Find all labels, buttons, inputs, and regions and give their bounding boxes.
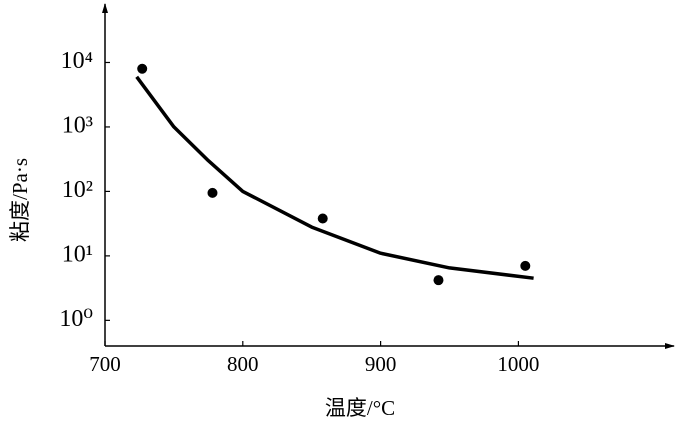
y-tick-label: 10² — [62, 177, 93, 203]
y-tick-label: 10¹ — [62, 241, 93, 267]
x-tick-label: 800 — [227, 352, 259, 376]
data-point — [207, 187, 218, 198]
x-tick-label: 1000 — [497, 352, 539, 376]
fit-curve — [135, 75, 534, 280]
x-axis-label: 温度/°C — [325, 396, 395, 420]
data-point — [433, 275, 444, 286]
y-tick-label: 10³ — [62, 112, 93, 138]
y-axis-label: 粘度/Pa·s — [8, 158, 32, 242]
data-point — [137, 63, 148, 74]
y-tick-label: 10⁰ — [59, 306, 93, 332]
x-tick-label: 900 — [365, 352, 397, 376]
data-point — [520, 260, 531, 271]
y-tick-label: 10⁴ — [61, 48, 93, 74]
data-point — [317, 213, 328, 224]
x-tick-label: 700 — [89, 352, 121, 376]
